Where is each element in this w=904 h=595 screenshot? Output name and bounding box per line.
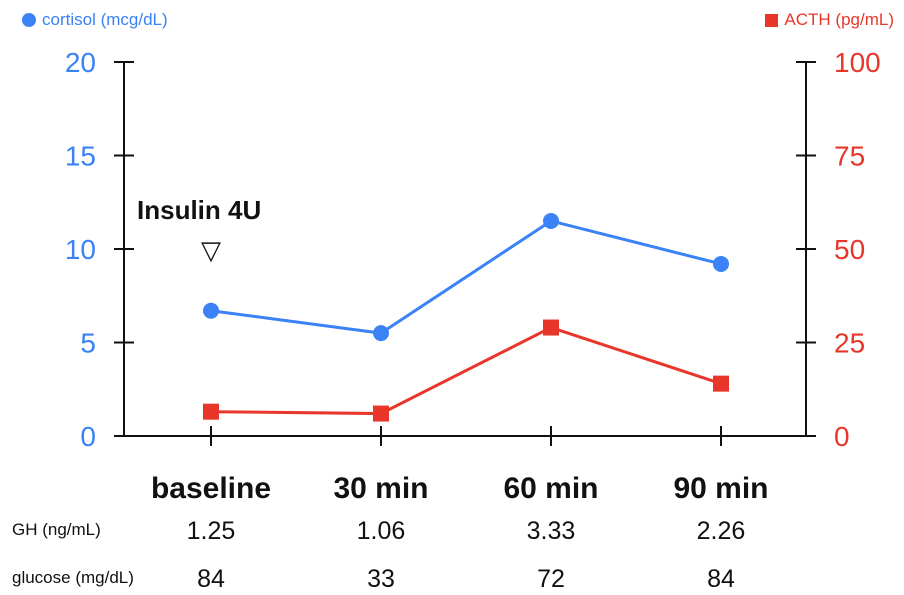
- cortisol-series-line: [210, 219, 722, 335]
- acth-legend-marker: [765, 13, 779, 27]
- cortisol-point: [713, 255, 729, 272]
- table-cell: 1.06: [357, 517, 406, 545]
- table-cell: 84: [707, 565, 735, 593]
- table-row-label: glucose (mg/dL): [12, 568, 134, 587]
- legend-acth: ACTH (pg/mL): [765, 10, 894, 30]
- acth-point: [713, 375, 729, 392]
- acth-legend-label: ACTH (pg/mL): [784, 10, 894, 29]
- left-tick-label: 10: [65, 234, 96, 265]
- right-tick-label: 100: [834, 47, 881, 78]
- cortisol-legend-marker: [22, 13, 36, 27]
- left-tick-label: 20: [65, 47, 96, 78]
- left-tick-label: 15: [65, 141, 96, 172]
- insulin-triangle-icon: ▽: [201, 235, 221, 265]
- acth-series-line: [210, 325, 722, 416]
- acth-point: [203, 403, 219, 420]
- table-cell: 1.25: [187, 517, 236, 545]
- insulin-annotation-label: Insulin 4U: [137, 195, 261, 225]
- category-label: 90 min: [673, 472, 768, 505]
- cortisol-point: [203, 302, 219, 319]
- left-tick-label: 5: [80, 328, 96, 359]
- right-tick-label: 75: [834, 141, 865, 172]
- cortisol-point: [543, 212, 559, 229]
- cortisol-legend-label: cortisol (mcg/dL): [42, 10, 168, 29]
- acth-point: [373, 405, 389, 422]
- table-row-label: GH (ng/mL): [12, 520, 101, 539]
- legend-cortisol: cortisol (mcg/dL): [22, 10, 168, 30]
- table-cell: 84: [197, 565, 225, 593]
- right-tick-label: 25: [834, 328, 865, 359]
- table-cell: 3.33: [527, 517, 576, 545]
- acth-point: [543, 319, 559, 336]
- table-cell: 33: [367, 565, 395, 593]
- cortisol-point: [373, 325, 389, 342]
- category-label: 30 min: [333, 472, 428, 505]
- category-label: baseline: [151, 472, 271, 505]
- category-label: 60 min: [503, 472, 598, 505]
- table-cell: 2.26: [697, 517, 746, 545]
- right-tick-label: 0: [834, 421, 850, 452]
- table-cell: 72: [537, 565, 565, 593]
- right-tick-label: 50: [834, 234, 865, 265]
- left-tick-label: 0: [80, 421, 96, 452]
